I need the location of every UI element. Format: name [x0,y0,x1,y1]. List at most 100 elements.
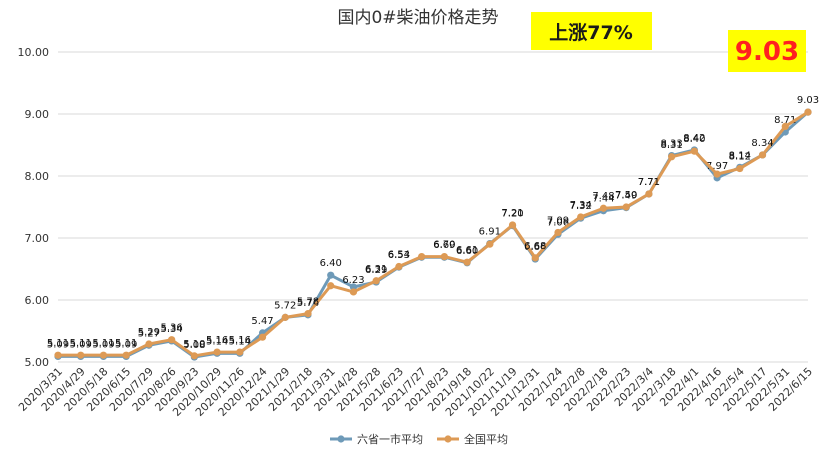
data-label: 8.14 [729,150,751,161]
data-point [713,170,721,178]
data-label: 5.78 [297,297,319,308]
data-point [213,348,221,356]
data-label: 5.14 [229,336,251,347]
chart-title: 国内0#柴油价格走势 [337,8,498,28]
legend-label: 六省一市平均 [357,432,423,446]
x-axis-ticks: 2020/3/312020/4/292020/5/182020/6/152020… [16,365,815,419]
data-point [168,336,176,344]
data-label: 5.11 [47,338,69,349]
data-label: 5.16 [206,335,228,346]
data-label: 8.12 [729,152,751,163]
data-point [486,240,494,248]
data-point [281,313,289,321]
data-label: 5.11 [115,338,137,349]
data-point [645,190,653,198]
data-label: 8.34 [751,138,773,149]
data-label: 8.33 [661,139,683,150]
data-label: 6.66 [524,242,546,253]
data-label: 7.21 [501,208,523,219]
highlight-callout-text: 9.03 [735,37,799,67]
highlight-callout-box [728,30,806,72]
grid-lines [58,51,808,363]
rise-callout-box [531,12,652,50]
legend-label: 全国平均 [464,432,508,446]
data-label: 6.70 [433,240,455,251]
legend-marker [444,435,452,443]
data-point [372,277,380,285]
data-label: 6.29 [365,265,387,276]
data-label: 7.34 [570,200,592,211]
data-label: 5.09 [115,339,137,350]
series-line [58,110,809,358]
data-point [804,108,812,116]
data-label: 8.42 [683,133,705,144]
data-label: 7.20 [501,209,523,220]
data-point [531,254,539,262]
y-tick-label: 5.00 [25,356,50,369]
data-label: 8.31 [661,140,683,151]
data-point [418,253,426,261]
y-tick-label: 9.00 [25,108,50,121]
data-label: 5.09 [47,339,69,350]
data-label: 5.08 [183,340,205,351]
y-axis-ticks: 5.00 6.00 7.00 8.00 9.00 10.00 [18,46,50,369]
data-label: 5.72 [274,300,296,311]
y-tick-label: 7.00 [25,232,50,245]
highlight-callout: 9.03 [728,30,806,72]
data-point [236,348,244,356]
data-label: 6.23 [342,275,364,286]
data-label: 6.40 [320,258,342,269]
data-point [349,288,358,296]
data-label: 7.48 [592,191,614,202]
rise-callout: 上涨77% [531,12,652,50]
data-label: 7.49 [615,191,637,202]
data-point [304,310,312,318]
series-layer: 5.09 5.09 5.09 5.095.27 5.345.08 5.14 5.145.47… [47,95,819,361]
data-label: 5.16 [229,335,251,346]
data-point [54,351,62,359]
y-tick-label: 8.00 [25,170,50,183]
data-label: 5.47 [251,316,273,327]
data-label: 5.27 [138,328,160,339]
data-point [554,228,562,237]
data-point [349,283,358,291]
y-tick-label: 10.00 [18,46,50,59]
data-point [327,271,335,279]
data-label: 6.69 [433,240,455,251]
data-label: 5.36 [161,323,183,334]
data-point [508,221,517,229]
data-label: 6.60 [456,246,478,257]
data-point [577,213,585,221]
data-label: 7.71 [638,177,660,188]
data-label: 5.09 [70,339,92,350]
data-label: 7.71 [638,177,660,188]
series-1: 5.11 5.11 5.11 5.115.29 5.365.10 5.16 5.165.72… [47,108,812,360]
data-point [736,164,744,173]
data-label: 7.32 [570,201,592,212]
data-point [463,258,471,266]
data-point [258,333,267,341]
y-tick-label: 6.00 [25,294,50,307]
data-point [668,153,676,161]
data-point [99,351,108,359]
data-label: 9.03 [797,95,819,106]
legend: 六省一市平均 全国平均 [330,432,508,446]
data-label: 6.68 [524,241,546,252]
data-label: 7.06 [547,217,569,228]
data-point [758,151,767,159]
data-label: 6.91 [479,227,501,238]
data-label: 6.61 [456,245,478,256]
data-point [145,340,153,348]
data-label: 6.53 [388,250,410,261]
data-label: 5.11 [92,338,114,349]
data-label: 7.09 [547,215,569,226]
data-label: 5.14 [206,336,228,347]
data-label: 6.31 [365,264,387,275]
data-label: 5.34 [161,324,183,335]
data-point [440,253,448,261]
data-point [327,282,335,290]
data-label: 6.54 [388,250,410,261]
data-label: 5.09 [92,339,114,350]
data-label: 8.71 [774,115,796,126]
